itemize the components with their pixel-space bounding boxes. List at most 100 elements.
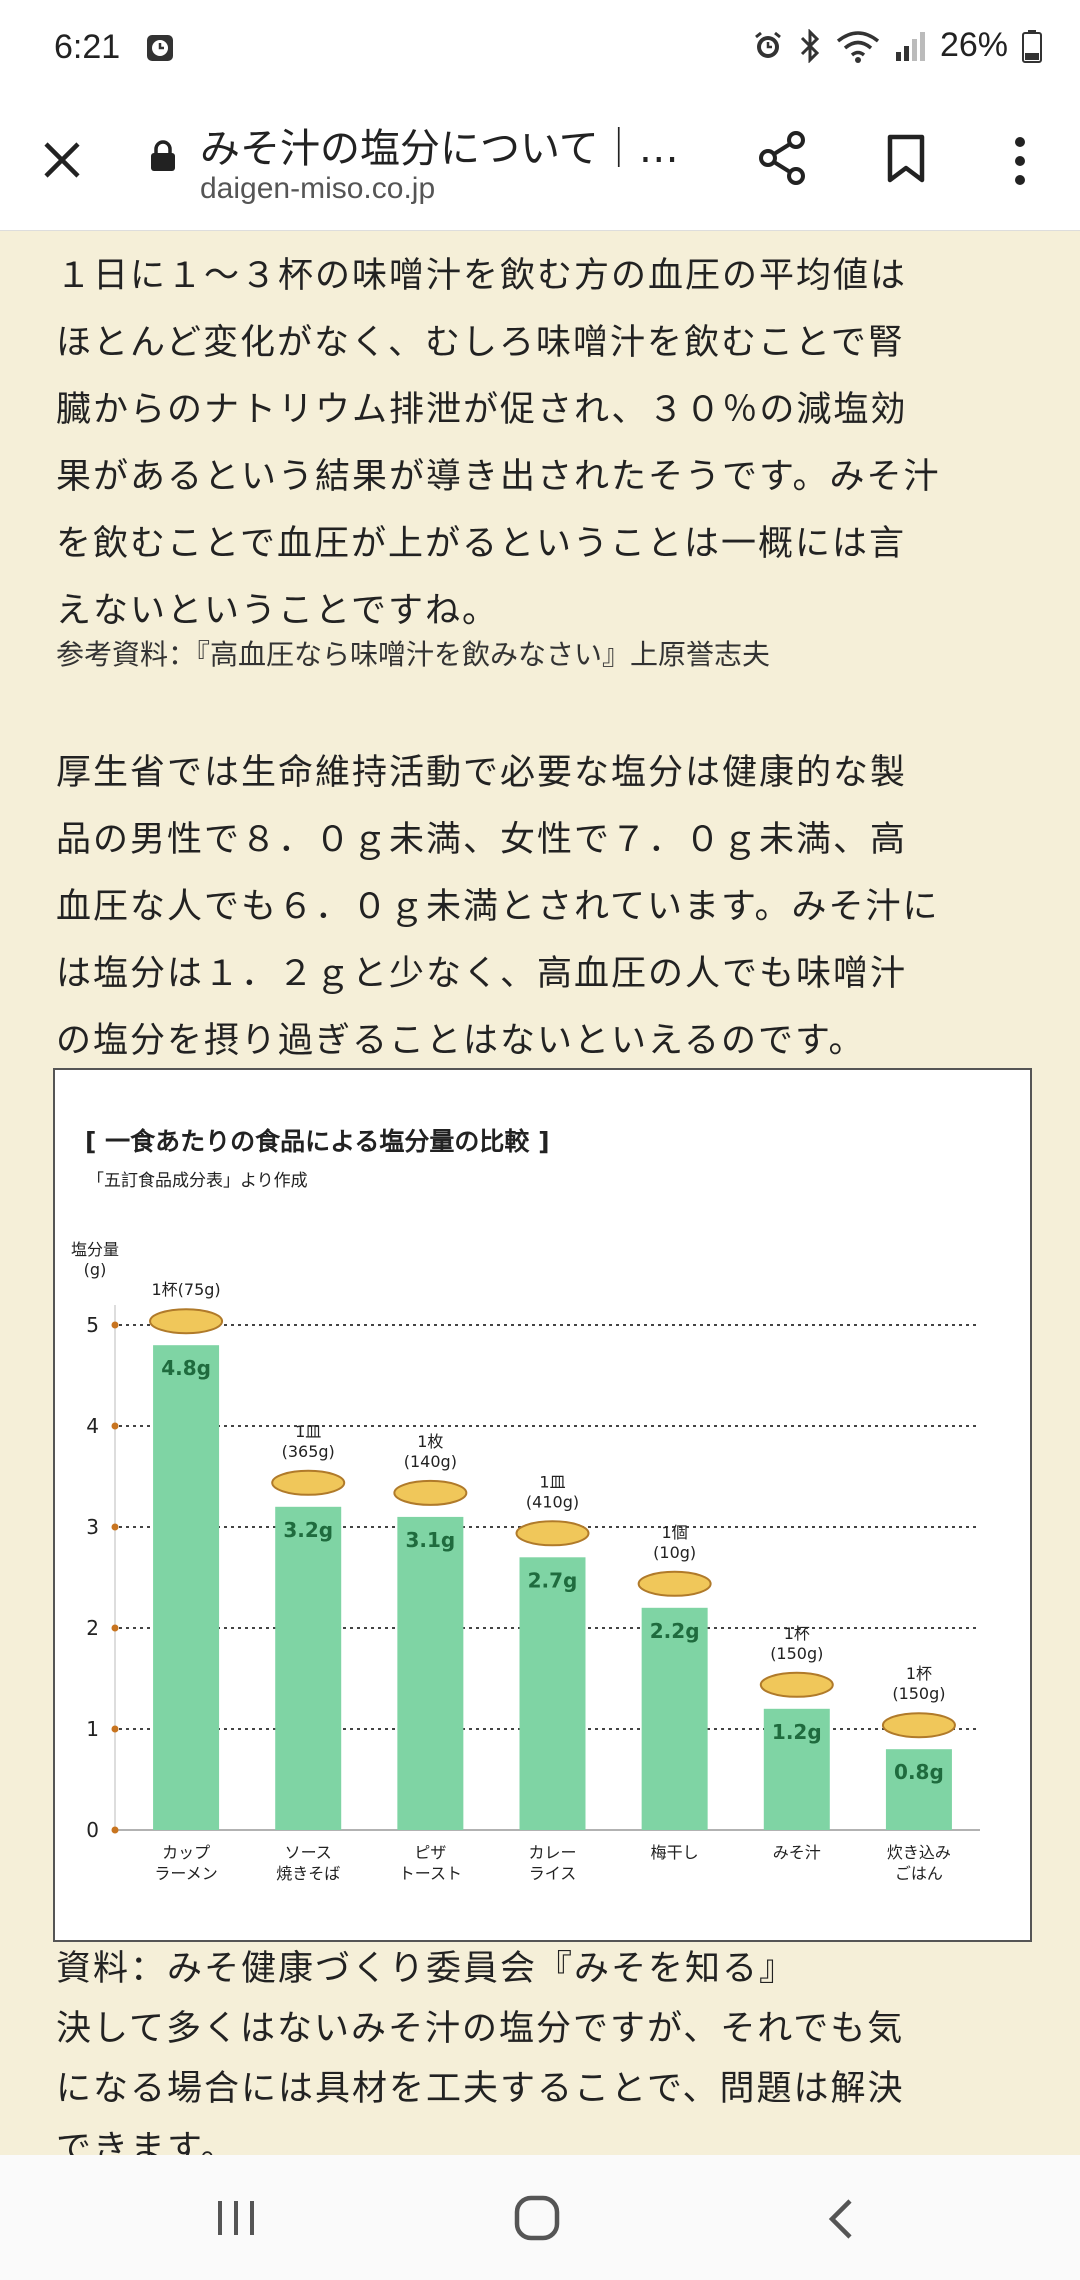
back-icon[interactable] — [826, 2197, 856, 2241]
bar — [275, 1506, 342, 1830]
y-tick-marker — [111, 1321, 119, 1329]
page-title[interactable]: みそ汁の塩分について｜… — [200, 126, 679, 172]
bar — [519, 1557, 586, 1830]
y-tick-label: 1 — [86, 1717, 99, 1741]
y-tick-label: 2 — [86, 1616, 99, 1640]
paragraph-line: になる場合には具材を工夫することで、問題は解決 — [56, 2069, 905, 2109]
signal-icon — [895, 31, 925, 61]
portion-label: (150g) — [770, 1644, 823, 1663]
bar — [763, 1708, 830, 1830]
wifi-icon — [836, 30, 880, 63]
salt-comparison-chart: [ 一食あたりの食品による塩分量の比較 ] 「五訂食品成分表」より作成 塩分量(… — [53, 1068, 1032, 1942]
paragraph-salt-intake: 厚生省では生命維持活動で必要な塩分は健康的な製 品の男性で８．０ｇ未満、女性で７… — [56, 740, 1036, 1075]
y-tick-marker — [111, 1523, 119, 1531]
paragraph-line: 臓からのナトリウム排泄が促され、３０％の減塩効 — [56, 390, 908, 430]
share-icon[interactable] — [756, 130, 808, 186]
bar — [885, 1749, 952, 1830]
category-label: ごはん — [895, 1864, 943, 1883]
category-label: カップ — [162, 1843, 210, 1862]
chart-title: [ 一食あたりの食品による塩分量の比較 ] — [85, 1127, 550, 1156]
y-tick-label: 4 — [86, 1414, 99, 1438]
chart-svg: [ 一食あたりの食品による塩分量の比較 ] 「五訂食品成分表」より作成 塩分量(… — [71, 1127, 980, 1883]
portion-label: 1杯(75g) — [151, 1280, 220, 1299]
y-tick-marker — [111, 1725, 119, 1733]
paragraph-blood-pressure: １日に１～３杯の味噌汁を飲む方の血圧の平均値は ほとんど変化がなく、むしろ味噌汁… — [56, 243, 1036, 645]
portion-label: 1枚 — [417, 1432, 443, 1451]
food-dish-icon — [759, 1671, 834, 1698]
paragraph-line: えないということですね。 — [56, 591, 499, 631]
reference-note: 参考資料：『高血圧なら味噌汁を飲みなさい』上原誉志夫 — [56, 638, 771, 671]
bookmark-icon[interactable] — [886, 134, 926, 184]
more-options-icon[interactable] — [1010, 136, 1030, 186]
food-dish-icon — [393, 1479, 468, 1506]
portion-label: 1皿 — [539, 1472, 565, 1491]
portion-label: 1杯 — [906, 1664, 932, 1683]
paragraph-line: は塩分は１．２ｇと少なく、高血圧の人でも味噌汁 — [56, 954, 908, 994]
category-label: みそ汁 — [773, 1843, 821, 1862]
paragraph-line: 品の男性で８．０ｇ未満、女性で７．０ｇ未満、高 — [56, 820, 908, 860]
bluetooth-icon — [800, 28, 820, 63]
category-label: ライス — [529, 1864, 577, 1883]
portion-label: 1皿 — [295, 1422, 321, 1441]
y-axis-label: (g) — [84, 1260, 107, 1279]
paragraph-line: できます。 — [56, 2129, 238, 2155]
y-tick-label: 3 — [86, 1515, 99, 1539]
paragraph-line: 果があるという結果が導き出されたそうです。みそ汁 — [56, 457, 941, 497]
bar — [153, 1345, 220, 1830]
food-dish-icon — [637, 1570, 712, 1597]
status-icons: 26% — [752, 26, 1042, 65]
status-bar: 6:21 26% — [0, 0, 1080, 100]
close-icon[interactable] — [40, 138, 84, 182]
source-and-closing: 資料：みそ健康づくり委員会『みそを知る』 決して多くはないみそ汁の塩分ですが、そ… — [56, 1939, 1036, 2155]
page-url[interactable]: daigen-miso.co.jp — [200, 172, 436, 205]
category-label: 焼きそば — [276, 1864, 340, 1883]
browser-toolbar: みそ汁の塩分について｜… daigen-miso.co.jp — [0, 100, 1080, 231]
category-label: ラーメン — [154, 1864, 217, 1883]
food-dish-icon — [149, 1308, 224, 1335]
bar-value-label: 3.1g — [405, 1528, 455, 1552]
battery-icon — [1022, 29, 1042, 63]
portion-label: (365g) — [282, 1442, 335, 1461]
chart-subtitle: 「五訂食品成分表」より作成 — [87, 1171, 308, 1191]
bar — [397, 1516, 464, 1830]
portion-label: 1杯 — [784, 1624, 810, 1643]
y-tick-marker — [111, 1422, 119, 1430]
bar-value-label: 3.2g — [283, 1518, 333, 1542]
y-tick-label: 5 — [86, 1313, 99, 1337]
article-content: １日に１～３杯の味噌汁を飲む方の血圧の平均値は ほとんど変化がなく、むしろ味噌汁… — [0, 230, 1080, 2155]
paragraph-line: ほとんど変化がなく、むしろ味噌汁を飲むことで腎 — [56, 323, 905, 363]
battery-percent: 26% — [939, 26, 1008, 64]
recent-apps-icon[interactable] — [214, 2199, 258, 2237]
y-axis-label: 塩分量 — [71, 1240, 119, 1259]
category-label: ソース — [285, 1843, 332, 1862]
portion-label: (410g) — [526, 1492, 579, 1511]
y-tick-marker — [111, 1826, 119, 1834]
bar-value-label: 0.8g — [894, 1760, 944, 1784]
paragraph-line: 決して多くはないみそ汁の塩分ですが、それでも気 — [56, 2009, 905, 2049]
source-note: 資料：みそ健康づくり委員会『みそを知る』 — [56, 1949, 797, 1989]
bar-value-label: 2.2g — [650, 1619, 700, 1643]
navigation-bar — [0, 2155, 1080, 2280]
food-dish-icon — [271, 1469, 346, 1496]
lock-icon — [151, 140, 175, 171]
status-time: 6:21 — [54, 28, 121, 66]
paragraph-line: １日に１～３杯の味噌汁を飲む方の血圧の平均値は — [56, 256, 908, 296]
bar-value-label: 2.7g — [528, 1568, 578, 1592]
portion-label: (150g) — [892, 1684, 945, 1703]
bar — [641, 1607, 708, 1830]
category-label: 炊き込み — [887, 1843, 951, 1862]
paragraph-line: 厚生省では生命維持活動で必要な塩分は健康的な製 — [56, 753, 908, 793]
home-icon[interactable] — [514, 2195, 560, 2241]
bar-value-label: 4.8g — [161, 1356, 211, 1380]
y-tick-label: 0 — [86, 1818, 99, 1842]
portion-label: 1個 — [662, 1523, 688, 1542]
paragraph-line: の塩分を摂り過ぎることはないといえるのです。 — [56, 1021, 866, 1061]
paragraph-line: 血圧な人でも６．０ｇ未満とされています。みそ汁に — [56, 887, 940, 927]
clock-notification-icon — [147, 35, 173, 61]
paragraph-line: を飲むことで血圧が上がるということは一概には言 — [56, 524, 906, 564]
alarm-icon — [755, 31, 781, 58]
category-label: ピザ — [414, 1843, 446, 1862]
bar-value-label: 1.2g — [772, 1720, 822, 1744]
category-label: カレー — [528, 1843, 576, 1862]
portion-label: (140g) — [404, 1452, 457, 1471]
